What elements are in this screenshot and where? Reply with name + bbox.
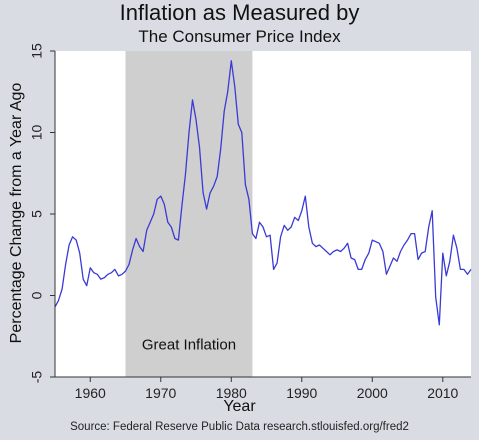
x-axis-label: Year: [223, 398, 256, 415]
x-tick-label: 1960: [75, 385, 106, 401]
chart-subtitle: The Consumer Price Index: [138, 27, 341, 46]
plot-area: [55, 51, 471, 377]
y-tick-label: 0: [29, 291, 45, 299]
chart-title: Inflation as Measured by: [119, 0, 360, 25]
y-tick-label: 15: [29, 43, 45, 59]
x-tick-label: 1990: [286, 385, 317, 401]
series-line-0: [54, 60, 472, 326]
x-tick-label: 2000: [357, 385, 388, 401]
x-tick-label: 1970: [145, 385, 176, 401]
shaded-region: [125, 51, 253, 377]
x-tick-label: 2010: [427, 385, 458, 401]
shaded-region-label: Great Inflation: [142, 336, 236, 353]
x-tick-label: 1980: [216, 385, 247, 401]
y-tick-label: 10: [29, 125, 45, 141]
y-tick-label: 5: [29, 210, 45, 218]
y-tick-label: -5: [29, 371, 45, 384]
source-note: Source: Federal Reserve Public Data rese…: [70, 421, 409, 433]
